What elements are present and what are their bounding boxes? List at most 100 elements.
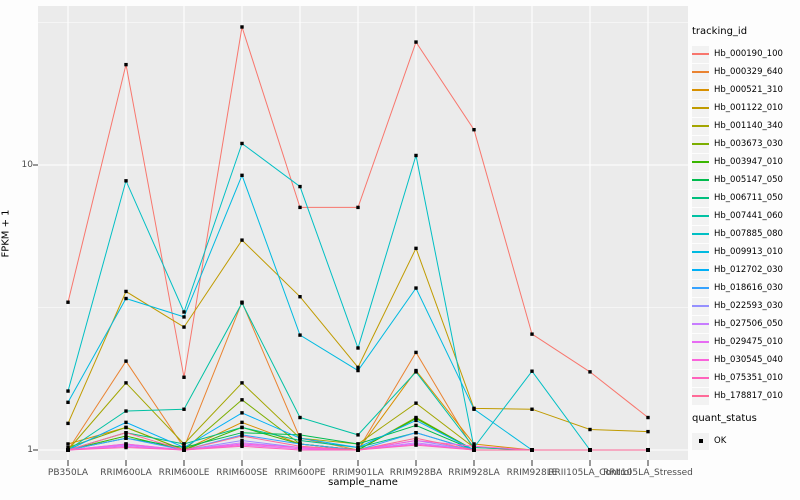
data-point [414, 286, 418, 290]
data-point [530, 369, 534, 373]
legend-item: Hb_003947_010 [692, 153, 800, 171]
data-point [124, 431, 128, 435]
legend-item-label: Hb_027506_050 [714, 319, 783, 329]
legend-shape-items: OK [692, 432, 800, 450]
legend-item: Hb_009913_010 [692, 243, 800, 261]
legend-key-swatch [692, 135, 709, 153]
legend-item: Hb_003673_030 [692, 135, 800, 153]
data-point [298, 184, 302, 189]
data-point [124, 409, 128, 413]
x-tick-label: RRII105LA_Control [548, 468, 632, 478]
data-point [646, 429, 650, 434]
data-point [240, 434, 244, 438]
data-point [414, 431, 418, 435]
legend-item: Hb_007885_080 [692, 225, 800, 243]
legend-key-swatch [692, 153, 709, 171]
data-point [240, 411, 244, 415]
legend-key-swatch [692, 171, 709, 189]
data-point [124, 381, 128, 385]
legend-item: Hb_075351_010 [692, 369, 800, 387]
data-point [298, 436, 302, 440]
legend-key-swatch [692, 315, 709, 333]
data-point [414, 436, 418, 440]
legend-item-label: Hb_007885_080 [714, 229, 783, 239]
legend-title-quant-status: quant_status [692, 413, 757, 424]
legend-line-sample [692, 161, 709, 163]
data-point [646, 448, 650, 452]
x-tick-label: RRIM600LE [158, 468, 210, 478]
legend-key-swatch [692, 351, 709, 369]
data-point [124, 289, 128, 294]
legend-point-sample [698, 439, 703, 443]
legend-line-sample [692, 215, 709, 217]
data-point [182, 448, 186, 452]
data-point [240, 438, 244, 443]
data-point [588, 448, 592, 452]
data-point [66, 400, 70, 405]
legend-line-sample [692, 107, 709, 109]
data-point [182, 375, 186, 379]
legend-color-items: Hb_000190_100 Hb_000329_640 Hb_000521_310 H… [692, 45, 800, 405]
legend-key-swatch [692, 369, 709, 387]
legend-line-sample [692, 323, 709, 325]
legend-item-label: Hb_030545_040 [714, 355, 783, 365]
legend-item-label: Hb_012702_030 [714, 265, 783, 275]
data-point [124, 436, 128, 440]
data-point [530, 332, 534, 336]
legend-item-label: Hb_009913_010 [714, 247, 783, 257]
legend-item: Hb_007441_060 [692, 207, 800, 225]
data-point [298, 295, 302, 299]
data-point [356, 365, 360, 370]
legend-line-sample [692, 233, 709, 235]
data-point [66, 389, 70, 393]
legend-item: Hb_178817_010 [692, 387, 800, 405]
plot-panel [38, 6, 688, 460]
data-point [66, 442, 70, 446]
legend-item: Hb_001122_010 [692, 99, 800, 117]
legend-item-label: Hb_001140_340 [714, 121, 783, 131]
data-point [298, 444, 302, 449]
data-point [240, 398, 244, 402]
data-point [182, 442, 186, 446]
legend-line-sample [692, 197, 709, 199]
data-point [414, 418, 418, 423]
legend-key-swatch [692, 99, 709, 117]
data-point [124, 62, 128, 67]
data-point [298, 415, 302, 420]
data-point [124, 359, 128, 363]
data-point [414, 438, 418, 443]
legend-key-swatch [692, 279, 709, 297]
legend-line-sample [692, 287, 709, 289]
x-tick-label: RRIM600LA [100, 468, 152, 478]
legend-line-sample [692, 53, 709, 55]
data-point [66, 445, 70, 450]
legend-key-swatch [692, 243, 709, 261]
data-point [414, 40, 418, 44]
legend-item-label: Hb_007441_060 [714, 211, 783, 221]
legend-item-label: OK [714, 436, 727, 446]
data-point [414, 350, 418, 355]
legend-item-label: Hb_029475_010 [714, 337, 783, 347]
legend-item-label: Hb_003947_010 [714, 157, 783, 167]
data-point [530, 448, 534, 452]
data-point [66, 300, 70, 304]
data-point [414, 416, 418, 421]
data-point [240, 381, 244, 385]
y-tick-label: 1 [27, 444, 33, 455]
data-point [124, 420, 128, 425]
legend-item: Hb_000521_310 [692, 81, 800, 99]
legend-line-sample [692, 341, 709, 343]
legend-line-sample [692, 251, 709, 253]
data-point [182, 310, 186, 314]
legend-key-swatch [692, 333, 709, 351]
x-tick-label: RRIM600SE [216, 468, 268, 478]
data-point [66, 448, 70, 452]
legend-item: Hb_030545_040 [692, 351, 800, 369]
legend-key-swatch [692, 189, 709, 207]
data-point [298, 433, 302, 437]
legend-item-label: Hb_000521_310 [714, 85, 783, 95]
data-point [298, 205, 302, 210]
legend-line-sample [692, 143, 709, 145]
data-point [182, 315, 186, 319]
